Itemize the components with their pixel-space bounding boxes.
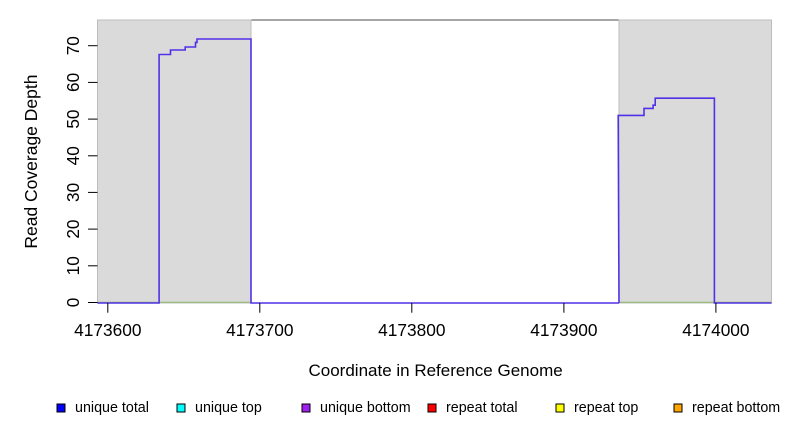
- svg-text:4173700: 4173700: [226, 320, 293, 340]
- svg-text:repeat total: repeat total: [446, 400, 518, 416]
- svg-text:0: 0: [63, 298, 83, 308]
- svg-text:4173900: 4173900: [530, 320, 597, 340]
- svg-text:30: 30: [63, 183, 83, 202]
- svg-text:60: 60: [63, 73, 83, 92]
- svg-text:40: 40: [63, 146, 83, 165]
- svg-text:Read Coverage Depth: Read Coverage Depth: [21, 75, 41, 249]
- svg-text:4173800: 4173800: [378, 320, 445, 340]
- svg-text:4173600: 4173600: [74, 320, 141, 340]
- svg-text:repeat top: repeat top: [574, 400, 638, 416]
- svg-text:4174000: 4174000: [682, 320, 749, 340]
- svg-text:20: 20: [63, 220, 83, 239]
- svg-text:50: 50: [63, 110, 83, 129]
- svg-text:Coordinate in Reference Genome: Coordinate in Reference Genome: [308, 361, 562, 380]
- svg-text:unique total: unique total: [75, 400, 149, 416]
- svg-text:70: 70: [63, 36, 83, 55]
- svg-text:10: 10: [63, 256, 83, 275]
- svg-text:unique top: unique top: [195, 400, 262, 416]
- svg-text:repeat bottom: repeat bottom: [692, 400, 780, 416]
- svg-text:unique bottom: unique bottom: [320, 400, 411, 416]
